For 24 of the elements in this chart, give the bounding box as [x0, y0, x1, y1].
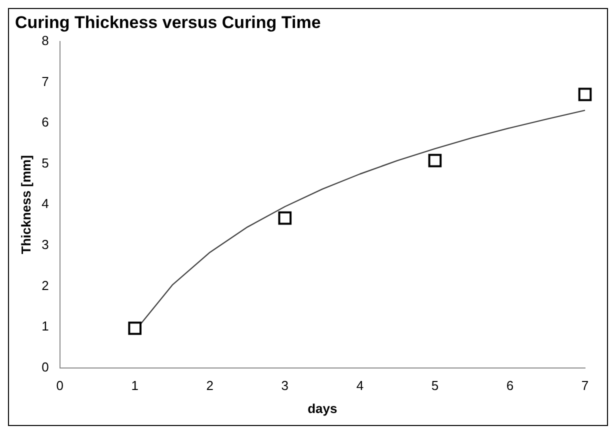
x-tick-label: 1	[131, 378, 138, 394]
y-tick-label: 6	[42, 114, 49, 130]
point	[278, 211, 292, 225]
y-axis-title: Thickness [mm]	[18, 155, 34, 254]
x-tick-label: 7	[581, 378, 589, 394]
point	[428, 154, 442, 168]
y-tick-label: 0	[42, 359, 49, 374]
y-tick-label: 2	[42, 278, 49, 293]
y-tick-label: 5	[42, 155, 49, 170]
y-tick-label: 4	[42, 196, 49, 212]
y-tick-label: 3	[42, 236, 49, 252]
x-tick-label: 2	[206, 378, 214, 394]
x-tick-label: 5	[431, 378, 439, 394]
x-tick-label: 0	[56, 378, 64, 394]
y-tick-label: 7	[42, 74, 49, 89]
y-tick-label: 8	[42, 32, 49, 48]
chart-title: Curing Thickness versus Curing Time	[15, 12, 321, 32]
point	[128, 322, 142, 335]
x-tick-label: 4	[356, 378, 364, 394]
point	[578, 88, 592, 102]
x-tick-label: 6	[506, 378, 514, 394]
y-tick-label: 1	[42, 318, 49, 334]
x-axis-title: days	[308, 400, 338, 416]
x-tick-label: 3	[281, 378, 289, 394]
